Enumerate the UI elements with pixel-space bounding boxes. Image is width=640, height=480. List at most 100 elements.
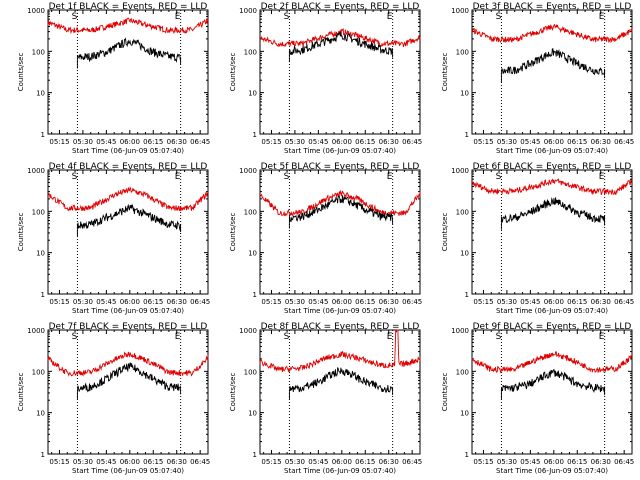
y-tick-label: 1000 xyxy=(239,167,257,175)
y-tick-label: 100 xyxy=(32,208,45,216)
x-tick-label: 05:30 xyxy=(497,298,517,306)
y-tick-label: 1000 xyxy=(451,327,469,335)
x-tick-label: 06:45 xyxy=(190,458,210,466)
x-tick-label: 06:45 xyxy=(402,458,422,466)
panel-title: Det 3f BLACK = Events, RED = LLD xyxy=(473,2,632,12)
end-marker-label: E xyxy=(599,332,605,342)
x-tick-label: 05:15 xyxy=(473,138,493,146)
x-tick-label: 06:30 xyxy=(167,138,187,146)
y-tick-label: 10 xyxy=(460,410,469,418)
x-tick-label: 06:15 xyxy=(567,138,587,146)
y-tick-label: 10 xyxy=(460,250,469,258)
plot-frame xyxy=(471,329,633,455)
events-series-line xyxy=(500,197,606,230)
x-tick-label: 05:45 xyxy=(308,138,328,146)
x-tick-label: 05:15 xyxy=(473,298,493,306)
lld-series-line xyxy=(471,178,633,196)
lld-series-line xyxy=(471,23,633,44)
end-marker-label: E xyxy=(387,172,393,182)
x-tick-label: 06:45 xyxy=(614,298,634,306)
panel-title: Det 6f BLACK = Events, RED = LLD xyxy=(473,162,632,172)
y-tick-label: 100 xyxy=(244,48,257,56)
start-marker-label: S xyxy=(284,332,290,342)
lld-series-line xyxy=(47,17,209,35)
panel-title: Det 8f BLACK = Events, RED = LLD xyxy=(261,322,420,332)
x-tick-label: 06:00 xyxy=(120,298,140,306)
x-tick-label: 06:15 xyxy=(143,138,163,146)
x-axis-label: Start Time (06-Jun-09 05:07:40) xyxy=(284,307,396,315)
x-tick-label: 06:00 xyxy=(332,458,352,466)
plot-frame xyxy=(471,169,633,295)
y-tick-label: 10 xyxy=(248,410,257,418)
y-tick-label: 100 xyxy=(244,368,257,376)
y-tick-label: 1000 xyxy=(27,167,45,175)
x-tick-label: 05:45 xyxy=(96,458,116,466)
y-axis-label: Counts/sec xyxy=(441,53,449,92)
y-tick-label: 1 xyxy=(465,291,469,299)
y-tick-label: 1 xyxy=(253,451,257,459)
x-tick-label: 06:30 xyxy=(379,138,399,146)
start-marker-label: S xyxy=(284,172,290,182)
x-tick-label: 05:30 xyxy=(497,138,517,146)
x-tick-label: 06:15 xyxy=(143,458,163,466)
lld-series-line xyxy=(47,186,209,212)
start-marker-label: S xyxy=(496,12,502,22)
start-marker-label: S xyxy=(72,12,78,22)
x-tick-label: 06:00 xyxy=(120,458,140,466)
y-tick-label: 100 xyxy=(456,208,469,216)
x-tick-label: 06:15 xyxy=(567,298,587,306)
x-tick-label: 06:00 xyxy=(544,298,564,306)
panel-title: Det 2f BLACK = Events, RED = LLD xyxy=(261,2,420,12)
x-tick-label: 06:30 xyxy=(591,458,611,466)
x-tick-label: 06:00 xyxy=(120,138,140,146)
lld-series-line xyxy=(259,189,421,217)
y-tick-label: 10 xyxy=(460,90,469,98)
x-tick-label: 05:45 xyxy=(96,138,116,146)
panel-title: Det 1f BLACK = Events, RED = LLD xyxy=(49,2,208,12)
events-series-line xyxy=(76,203,182,237)
y-tick-label: 100 xyxy=(456,48,469,56)
panel-title: Det 4f BLACK = Events, RED = LLD xyxy=(49,162,208,172)
y-tick-label: 1 xyxy=(41,451,45,459)
events-series-line xyxy=(288,194,394,229)
x-tick-label: 06:45 xyxy=(614,458,634,466)
x-tick-label: 06:00 xyxy=(332,298,352,306)
end-marker-label: E xyxy=(387,12,393,22)
x-tick-label: 06:30 xyxy=(379,298,399,306)
events-series-line xyxy=(76,362,182,400)
x-axis-label: Start Time (06-Jun-09 05:07:40) xyxy=(72,147,184,155)
y-axis-label: Counts/sec xyxy=(229,53,237,92)
x-tick-label: 06:30 xyxy=(167,458,187,466)
plot-frame xyxy=(47,9,209,135)
x-tick-label: 06:30 xyxy=(167,298,187,306)
panel-title: Det 7f BLACK = Events, RED = LLD xyxy=(49,322,208,332)
x-axis-label: Start Time (06-Jun-09 05:07:40) xyxy=(284,147,396,155)
y-tick-label: 100 xyxy=(244,208,257,216)
y-axis-label: Counts/sec xyxy=(441,213,449,252)
x-tick-label: 05:15 xyxy=(49,458,69,466)
y-tick-label: 10 xyxy=(36,250,45,258)
plot-frame xyxy=(47,169,209,295)
x-tick-label: 05:15 xyxy=(261,458,281,466)
x-tick-label: 05:30 xyxy=(73,138,93,146)
x-tick-label: 06:45 xyxy=(190,138,210,146)
end-marker-label: E xyxy=(387,332,393,342)
end-marker-label: E xyxy=(599,12,605,22)
x-tick-label: 05:45 xyxy=(308,298,328,306)
y-axis-label: Counts/sec xyxy=(17,373,25,412)
y-tick-label: 1000 xyxy=(239,327,257,335)
y-tick-label: 1000 xyxy=(27,327,45,335)
start-marker-label: S xyxy=(72,332,78,342)
x-tick-label: 05:15 xyxy=(49,298,69,306)
x-tick-label: 05:30 xyxy=(285,138,305,146)
y-tick-label: 1000 xyxy=(27,7,45,15)
x-tick-label: 05:15 xyxy=(261,138,281,146)
x-tick-label: 05:45 xyxy=(520,138,540,146)
y-axis-label: Counts/sec xyxy=(229,213,237,252)
plot-frame xyxy=(259,329,421,455)
y-tick-label: 10 xyxy=(36,410,45,418)
y-tick-label: 1 xyxy=(41,291,45,299)
